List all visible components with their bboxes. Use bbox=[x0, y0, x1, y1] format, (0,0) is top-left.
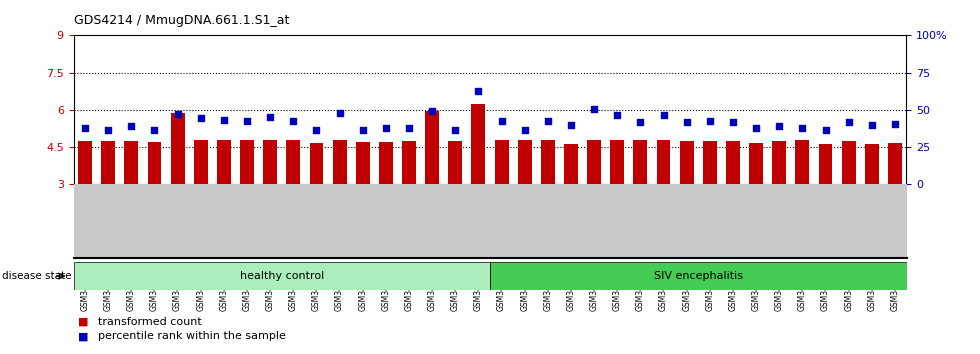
Point bbox=[309, 127, 324, 133]
Point bbox=[817, 127, 833, 132]
Point bbox=[887, 121, 903, 127]
Point bbox=[702, 118, 717, 124]
Bar bbox=[772, 142, 786, 184]
Bar bbox=[490, 262, 906, 290]
Point bbox=[564, 122, 579, 127]
Bar bbox=[148, 142, 162, 184]
Bar bbox=[703, 142, 716, 184]
Point bbox=[332, 110, 348, 116]
Point bbox=[841, 119, 857, 125]
Bar bbox=[379, 142, 393, 184]
Bar bbox=[171, 113, 184, 184]
Bar bbox=[541, 140, 555, 184]
Bar bbox=[796, 140, 809, 184]
Bar bbox=[611, 140, 624, 184]
Bar bbox=[74, 262, 490, 290]
Text: GDS4214 / MmugDNA.661.1.S1_at: GDS4214 / MmugDNA.661.1.S1_at bbox=[74, 14, 289, 27]
Bar bbox=[633, 140, 648, 184]
Bar bbox=[749, 143, 763, 184]
Point bbox=[725, 119, 741, 125]
Bar bbox=[680, 142, 694, 184]
Bar bbox=[587, 140, 601, 184]
Bar bbox=[888, 143, 902, 184]
Bar bbox=[818, 144, 832, 184]
Text: ■: ■ bbox=[78, 331, 89, 341]
Point bbox=[147, 127, 163, 132]
Bar bbox=[194, 140, 208, 184]
Text: transformed count: transformed count bbox=[98, 317, 202, 327]
Point bbox=[355, 127, 370, 132]
Point bbox=[239, 118, 255, 124]
Bar bbox=[332, 141, 347, 184]
Point bbox=[864, 122, 880, 128]
Text: disease state: disease state bbox=[2, 271, 72, 281]
Bar bbox=[286, 141, 300, 184]
Point bbox=[656, 112, 671, 118]
Bar bbox=[217, 141, 231, 184]
Bar bbox=[101, 142, 115, 184]
Point bbox=[610, 112, 625, 118]
Point bbox=[123, 123, 139, 129]
Bar bbox=[425, 111, 439, 184]
Point bbox=[749, 125, 764, 131]
Point bbox=[494, 118, 510, 124]
Point bbox=[193, 115, 209, 120]
Point bbox=[77, 125, 93, 131]
Point bbox=[540, 118, 556, 124]
Point bbox=[100, 127, 116, 132]
Bar bbox=[657, 140, 670, 184]
Point bbox=[263, 114, 278, 120]
Point bbox=[401, 125, 416, 131]
Bar bbox=[517, 140, 531, 184]
Point bbox=[795, 125, 810, 131]
Point bbox=[586, 107, 602, 112]
Bar bbox=[78, 142, 92, 184]
Bar bbox=[564, 144, 578, 184]
Bar bbox=[356, 142, 369, 184]
Text: ■: ■ bbox=[78, 317, 89, 327]
Text: percentile rank within the sample: percentile rank within the sample bbox=[98, 331, 286, 341]
Bar bbox=[842, 142, 856, 184]
Bar bbox=[865, 144, 879, 184]
Bar bbox=[310, 143, 323, 184]
Bar bbox=[495, 140, 509, 184]
Point bbox=[378, 125, 394, 131]
Point bbox=[470, 88, 486, 94]
Point bbox=[448, 127, 464, 132]
Point bbox=[170, 112, 185, 117]
Point bbox=[679, 119, 695, 125]
Bar bbox=[240, 141, 254, 184]
Bar bbox=[448, 142, 463, 184]
Point bbox=[424, 108, 440, 114]
Point bbox=[285, 118, 301, 124]
Point bbox=[632, 119, 648, 125]
Bar bbox=[124, 142, 138, 184]
Bar bbox=[471, 104, 485, 184]
Point bbox=[516, 127, 532, 133]
Point bbox=[771, 123, 787, 129]
Bar bbox=[402, 142, 416, 184]
Bar bbox=[264, 141, 277, 184]
Text: healthy control: healthy control bbox=[240, 271, 323, 281]
Text: SIV encephalitis: SIV encephalitis bbox=[654, 271, 743, 281]
Point bbox=[216, 117, 231, 122]
Bar bbox=[726, 142, 740, 184]
